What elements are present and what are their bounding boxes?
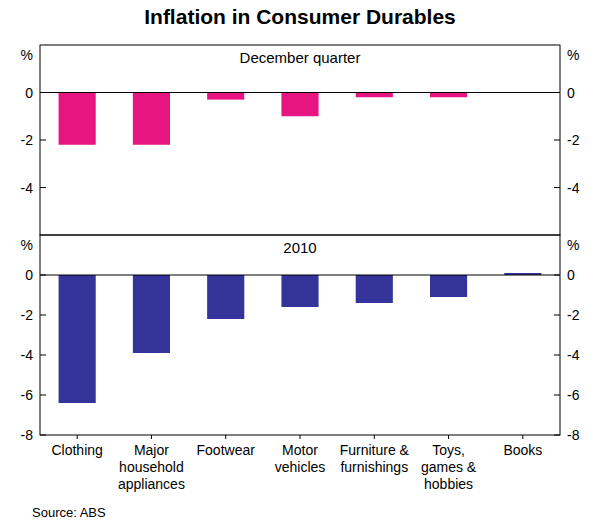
plot-frame [40, 45, 560, 235]
tick-mark [554, 187, 560, 188]
y-axis-label: % [21, 47, 33, 63]
y-tick-label: -2 [567, 307, 580, 323]
bars [59, 93, 468, 145]
tick-mark [554, 140, 560, 141]
tick-mark [40, 140, 46, 141]
label-line: Toys, [432, 442, 465, 458]
bar [281, 93, 318, 117]
panel-title: 2010 [283, 239, 316, 256]
x-tick-mark [151, 435, 152, 439]
x-tick-label: Motorvehicles [275, 442, 326, 475]
zero-line [40, 275, 560, 276]
bar [59, 93, 96, 145]
title: Inflation in Consumer Durables [144, 5, 456, 28]
tick-mark [40, 315, 46, 316]
tick-mark [40, 187, 46, 188]
tick-mark [40, 435, 46, 436]
y-axis-label: % [567, 237, 579, 253]
x-tick-label: Books [503, 442, 542, 458]
y-axis-label: % [21, 237, 33, 253]
y-tick-label: 0 [567, 85, 575, 101]
y-tick-label: -8 [567, 427, 580, 443]
y-tick-label: 0 [25, 267, 33, 283]
y-tick-label: -6 [567, 387, 580, 403]
y-tick-label: 0 [25, 85, 33, 101]
bars [59, 273, 542, 403]
y-tick-label: -2 [21, 132, 34, 148]
y-tick-label: -6 [21, 387, 34, 403]
label-line: household [119, 459, 184, 475]
bar [430, 275, 467, 297]
bar [207, 275, 244, 319]
bar [356, 93, 393, 98]
y-tick-label: -8 [21, 427, 34, 443]
label-line: Motor [282, 442, 318, 458]
label-line: vehicles [275, 459, 326, 475]
x-tick-label: Footwear [197, 442, 256, 458]
label-line: furnishings [340, 459, 408, 475]
x-tick-label: Clothing [51, 442, 102, 458]
y-tick-label: -2 [21, 307, 34, 323]
x-tick-label: Furniture &furnishings [340, 442, 410, 475]
zero-line [40, 92, 560, 93]
tick-mark [554, 92, 560, 93]
label-line: Furniture & [340, 442, 410, 458]
panel-title: December quarter [240, 49, 361, 66]
tick-mark [554, 315, 560, 316]
bar [133, 93, 170, 145]
tick-mark [40, 355, 46, 356]
label-line: hobbies [424, 476, 473, 492]
bar [207, 93, 244, 100]
y-axis-label: % [567, 47, 579, 63]
y-tick-label: -4 [567, 180, 580, 196]
y-tick-label: -4 [567, 347, 580, 363]
x-tick-label: Toys,games &hobbies [421, 442, 477, 492]
x-tick-mark [300, 435, 301, 439]
y-tick-label: 0 [567, 267, 575, 283]
tick-mark [554, 275, 560, 276]
tick-mark [40, 275, 46, 276]
bar [430, 93, 467, 98]
chart: Inflation in Consumer Durables -4 -4 -2 -2 0 0… [0, 0, 600, 525]
x-tick-mark [448, 435, 449, 439]
label-line: Books [503, 442, 542, 458]
source: Source: ABS [32, 505, 106, 520]
y-tick-label: -4 [21, 347, 34, 363]
plot-frame [40, 235, 560, 435]
bar [356, 275, 393, 303]
tick-mark [40, 395, 46, 396]
label-line: Clothing [51, 442, 102, 458]
bar [281, 275, 318, 307]
bar [133, 275, 170, 353]
x-tick-mark [77, 435, 78, 439]
x-tick-mark [522, 435, 523, 439]
x-tick-mark [374, 435, 375, 439]
tick-mark [554, 355, 560, 356]
label-line: games & [421, 459, 477, 475]
tick-mark [40, 92, 46, 93]
y-tick-label: -4 [21, 180, 34, 196]
y-tick-label: -2 [567, 132, 580, 148]
tick-mark [554, 395, 560, 396]
label-line: Footwear [197, 442, 256, 458]
x-tick-mark [225, 435, 226, 439]
label-line: appliances [118, 476, 185, 492]
label-line: Major [134, 442, 169, 458]
tick-mark [554, 435, 560, 436]
bar [59, 275, 96, 403]
x-tick-label: Majorhouseholdappliances [118, 442, 185, 492]
